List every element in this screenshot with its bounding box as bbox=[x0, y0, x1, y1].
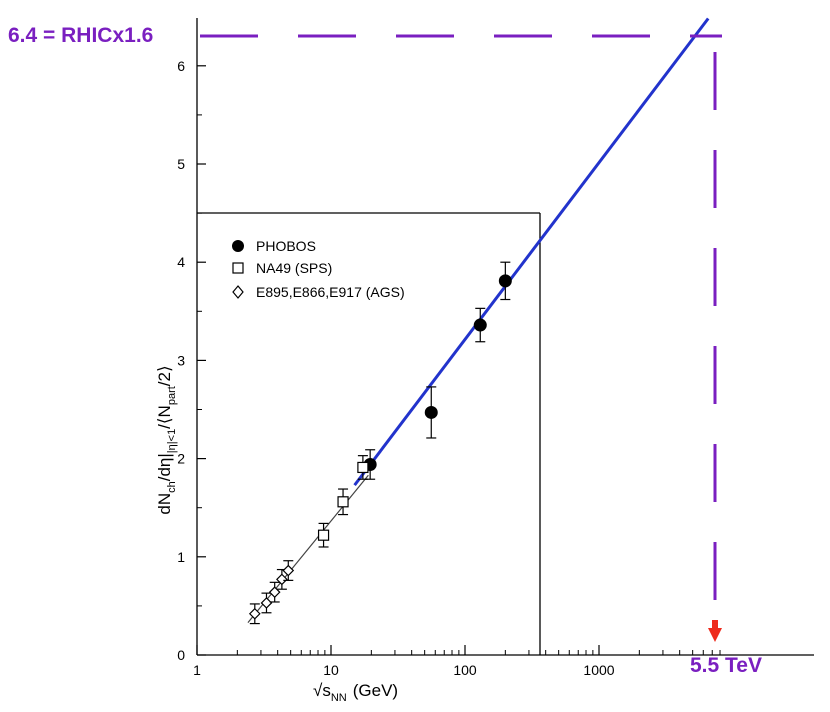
legend: PHOBOS NA49 (SPS) E895,E866,E917 (AGS) bbox=[232, 238, 405, 300]
na49-point bbox=[357, 461, 369, 474]
lhc-energy-annotation: 5.5 TeV bbox=[690, 654, 762, 677]
y-tick-label: 6 bbox=[177, 58, 185, 74]
legend-marker-ags bbox=[232, 285, 244, 299]
extrapolation-line bbox=[353, 17, 710, 487]
axis-ticks bbox=[196, 65, 721, 656]
x-tick-label: 1000 bbox=[583, 662, 614, 678]
arrow-icon bbox=[708, 628, 722, 642]
x-axis-title: √sNN (GeV) bbox=[313, 681, 398, 704]
y-tick-label: 3 bbox=[177, 352, 185, 368]
ags-point bbox=[276, 573, 288, 586]
x-tick-label: 100 bbox=[453, 662, 477, 678]
rhic-annotation: 6.4 = RHICx1.6 bbox=[8, 24, 153, 47]
y-tick-label: 4 bbox=[177, 254, 185, 270]
legend-marker-na49 bbox=[232, 262, 244, 274]
y-axis-title: dNch/dη||η|<1/⟨Npart/2⟩ bbox=[155, 365, 178, 514]
y-tick-label: 1 bbox=[177, 549, 185, 565]
na49-point bbox=[317, 529, 330, 541]
y-tick-label: 5 bbox=[177, 156, 185, 172]
phobos-point bbox=[498, 274, 512, 288]
phobos-point bbox=[473, 318, 487, 332]
y-tick-label: 2 bbox=[177, 451, 185, 467]
legend-label-na49: NA49 (SPS) bbox=[256, 260, 332, 276]
y-tick-label: 0 bbox=[177, 647, 185, 663]
na49-point bbox=[337, 496, 349, 508]
data-points bbox=[248, 261, 512, 625]
legend-marker-phobos bbox=[232, 240, 244, 252]
ags-point bbox=[260, 597, 273, 609]
legend-label-phobos: PHOBOS bbox=[256, 238, 316, 254]
phobos-point bbox=[424, 405, 438, 419]
x-tick-label: 10 bbox=[323, 662, 339, 678]
legend-label-ags: E895,E866,E917 (AGS) bbox=[256, 284, 405, 300]
ags-point bbox=[282, 564, 295, 577]
arrow-shaft bbox=[712, 620, 718, 629]
ags-point bbox=[248, 607, 261, 620]
x-tick-label: 1 bbox=[193, 662, 201, 678]
annotation-guides bbox=[200, 34, 722, 642]
